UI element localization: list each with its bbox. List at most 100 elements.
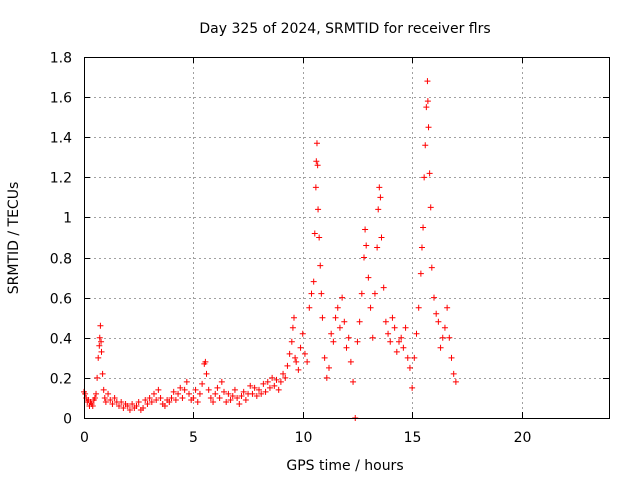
data-point — [161, 402, 168, 409]
data-point — [356, 318, 363, 325]
data-point — [389, 314, 396, 321]
data-point — [175, 390, 182, 397]
data-point — [234, 394, 241, 401]
data-point — [284, 362, 291, 369]
data-point — [428, 264, 435, 271]
data-point — [207, 394, 214, 401]
data-point — [315, 206, 322, 213]
data-point — [216, 394, 223, 401]
data-point — [427, 204, 434, 211]
data-point — [199, 380, 206, 387]
plot-frame — [84, 57, 610, 419]
data-point — [231, 386, 238, 393]
data-point — [82, 390, 89, 397]
data-point — [192, 386, 199, 393]
data-point — [391, 324, 398, 331]
data-point — [205, 386, 212, 393]
data-point — [124, 402, 131, 409]
y-tick-label: 0.2 — [50, 372, 72, 388]
data-point — [166, 398, 173, 405]
data-point — [439, 334, 446, 341]
data-point — [314, 162, 321, 169]
data-point — [181, 386, 188, 393]
data-point — [423, 104, 430, 111]
chart-title: Day 325 of 2024, SRMTID for receiver flr… — [199, 21, 490, 37]
x-tick-label: 10 — [295, 430, 313, 446]
data-point — [218, 378, 225, 385]
data-point — [313, 158, 320, 165]
data-point — [409, 384, 416, 391]
data-point — [153, 396, 160, 403]
data-point — [375, 206, 382, 213]
data-point — [330, 338, 337, 345]
data-point — [365, 274, 372, 281]
data-point — [367, 304, 374, 311]
data-point — [135, 398, 142, 405]
data-point — [286, 350, 293, 357]
data-point — [415, 304, 422, 311]
data-point — [313, 140, 320, 147]
y-tick-label: 1.6 — [50, 91, 72, 107]
data-point — [363, 242, 370, 249]
data-point — [170, 388, 177, 395]
x-axis-label: GPS time / hours — [286, 458, 403, 474]
data-point — [317, 262, 324, 269]
data-point — [194, 398, 201, 405]
data-point — [148, 398, 155, 405]
data-point — [358, 290, 365, 297]
data-point — [288, 338, 295, 345]
data-point — [293, 358, 300, 365]
data-point — [168, 394, 175, 401]
data-point — [402, 324, 409, 331]
data-point — [433, 310, 440, 317]
data-point — [435, 318, 442, 325]
scatter-series — [81, 78, 459, 421]
data-point — [229, 392, 236, 399]
data-point — [406, 364, 413, 371]
data-point — [446, 334, 453, 341]
data-point — [369, 334, 376, 341]
data-point — [179, 394, 186, 401]
data-point — [105, 390, 112, 397]
data-point — [400, 344, 407, 351]
data-point — [295, 366, 302, 373]
data-point — [238, 392, 245, 399]
grid — [84, 57, 609, 418]
data-point — [247, 382, 254, 389]
data-point — [183, 378, 190, 385]
data-point — [421, 174, 428, 181]
data-point — [269, 374, 276, 381]
data-point — [280, 370, 287, 377]
data-point — [277, 378, 284, 385]
data-point — [437, 344, 444, 351]
data-point — [354, 338, 361, 345]
data-point — [107, 396, 114, 403]
data-point — [319, 314, 326, 321]
data-point — [120, 404, 127, 411]
data-point — [398, 334, 405, 341]
data-point — [225, 390, 232, 397]
data-point — [260, 380, 267, 387]
data-point — [151, 390, 157, 397]
data-point — [177, 384, 184, 391]
x-tick-label: 5 — [189, 430, 198, 446]
data-point — [339, 294, 346, 301]
data-point — [240, 388, 247, 395]
data-point — [341, 318, 348, 325]
data-point — [129, 400, 136, 407]
data-point — [98, 338, 105, 345]
data-point — [242, 396, 249, 403]
data-point — [262, 388, 269, 395]
data-point — [264, 378, 271, 385]
data-point — [308, 290, 315, 297]
data-point — [380, 284, 387, 291]
data-point — [304, 358, 311, 365]
data-point — [258, 390, 265, 397]
data-point — [426, 170, 433, 177]
data-point — [109, 400, 116, 407]
data-point — [223, 398, 230, 405]
data-point — [413, 330, 420, 337]
data-point — [97, 322, 104, 329]
data-point — [146, 394, 153, 401]
